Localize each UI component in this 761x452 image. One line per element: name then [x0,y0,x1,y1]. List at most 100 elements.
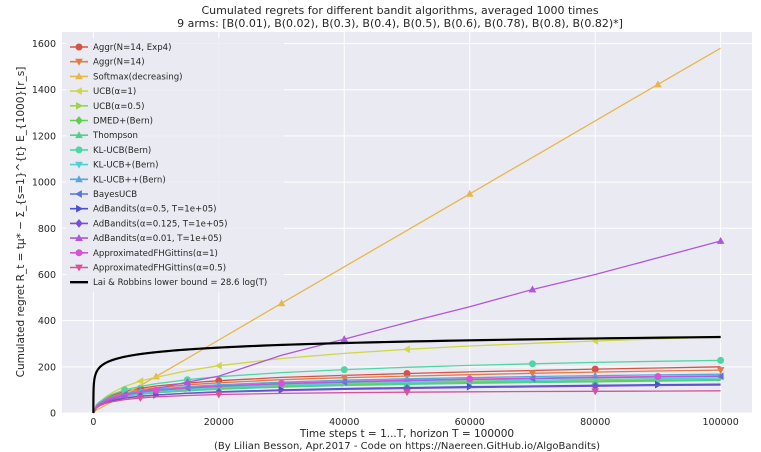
chart-title: Cumulated regrets for different bandit a… [201,4,598,17]
legend-label: BayesUCB [93,190,137,200]
series-marker [277,299,286,307]
legend-entry: Aggr(N=14, Exp4) [70,43,172,53]
series-marker [591,388,600,396]
series-group [92,373,721,414]
series-line [92,359,721,414]
legend-entry: AdBandits(α=0.125, T=1e+05) [70,219,227,229]
legend-label: AdBandits(α=0.5, T=1e+05) [93,205,217,215]
legend-entry: Lai & Robbins lower bound = 28.6 log(T) [70,278,267,288]
legend-entry: UCB(α=1) [70,87,136,97]
series-marker [76,101,84,110]
chart-subtitle: 9 arms: [B(0.01), B(0.02), B(0.3), B(0.4… [177,17,623,30]
x-tick-label: 100000 [703,417,739,428]
legend-label: ApproximatedFHGittins(α=1) [93,249,218,259]
series-marker [465,189,474,197]
series-marker [75,264,83,272]
legend-entry: Thompson [70,131,138,141]
axis-ticks: 0 20000 40000 60000 80000 100000 0 200 400 600 800… [32,39,739,428]
legend-entry: AdBandits(α=0.5, T=1e+05) [70,205,217,215]
y-axis-label: Cumulated regret R_t = tμ* − Σ_{s=1}^{t}… [15,67,27,378]
series-marker [75,234,83,241]
legend-entry: Softmax(decreasing) [70,72,183,82]
legend-label: ApproximatedFHGittins(α=0.5) [93,264,226,274]
x-tick-label: 40000 [329,417,359,428]
legend-label: Thompson [92,131,138,141]
x-tick-label: 20000 [204,417,234,428]
series-marker [717,356,725,364]
lower-bound-line [92,335,721,413]
series-marker [654,373,662,381]
y-tick-label: 1400 [32,85,56,96]
series-line [92,240,721,414]
series-marker [716,367,725,375]
series-marker [74,87,82,95]
legend-entry: AdBandits(α=0.01, T=1e+05) [70,234,222,244]
legend-label: KL-UCB++(Bern) [93,175,166,185]
series-marker [75,131,83,139]
y-tick-label: 1200 [32,131,56,142]
legend-entry: ApproximatedFHGittins(α=0.5) [70,264,226,274]
series-marker [403,389,411,397]
grid-lines [62,32,752,414]
series-marker [278,386,286,394]
legend: Aggr(N=14, Exp4) Aggr(N=14) Softmax(decrea… [66,38,284,292]
y-tick-label: 200 [38,362,56,373]
legend-label: DMED+(Bern) [93,117,153,127]
y-tick-label: 800 [38,224,56,235]
legend-label: UCB(α=0.5) [93,102,144,112]
series-marker [75,72,83,80]
series-marker [716,236,725,244]
series-marker [152,386,160,394]
series-marker [183,378,192,385]
y-tick-label: 1600 [32,39,56,50]
series-marker [528,370,537,378]
series-marker [75,116,83,125]
series-marker [654,80,662,88]
series-marker [402,345,410,354]
series-marker [528,360,536,368]
series-marker [340,335,349,343]
series-marker [340,366,348,374]
legend-label: Aggr(N=14, Exp4) [93,43,172,53]
x-tick-label: 60000 [455,417,485,428]
legend-label: Lai & Robbins lower bound = 28.6 log(T) [93,278,267,288]
series-marker [214,361,222,370]
series-marker [278,379,286,387]
x-tick-label: 80000 [580,417,610,428]
legend-label: Softmax(decreasing) [93,72,183,82]
legend-label: KL-UCB+(Bern) [93,161,158,171]
series-group [92,356,725,414]
series-marker [75,43,83,51]
x-axis-label: Time steps t = 1...T, horizon T = 100000 [299,428,514,440]
legend-label: KL-UCB(Bern) [93,146,151,156]
legend-entry: KL-UCB(Bern) [70,146,151,156]
y-tick-label: 400 [38,316,56,327]
legend-entry: ApproximatedFHGittins(α=1) [70,249,218,259]
y-tick-label: 600 [38,270,56,281]
series-marker [76,204,84,213]
series-marker [466,375,474,383]
series-marker [75,161,83,169]
y-tick-label: 1000 [32,178,56,189]
series-marker [75,58,83,66]
legend-label: AdBandits(α=0.125, T=1e+05) [93,219,227,229]
series-layer [92,47,725,414]
legend-entry: KL-UCB+(Bern) [70,161,158,171]
series-marker [75,249,83,257]
y-tick-label: 0 [50,409,56,420]
legend-entry: DMED+(Bern) [70,116,153,127]
legend-entry: UCB(α=0.5) [70,102,144,112]
series-marker [340,374,349,382]
series-line [92,390,721,414]
series-group [92,388,721,414]
legend-entry: BayesUCB [70,190,137,200]
series-marker [136,395,145,403]
legend-label: UCB(α=1) [93,87,136,97]
legend-entry: KL-UCB++(Bern) [70,175,166,185]
series-marker [75,175,83,183]
series-marker [214,391,223,399]
series-marker [136,377,144,385]
legend-label: Aggr(N=14) [93,58,145,68]
